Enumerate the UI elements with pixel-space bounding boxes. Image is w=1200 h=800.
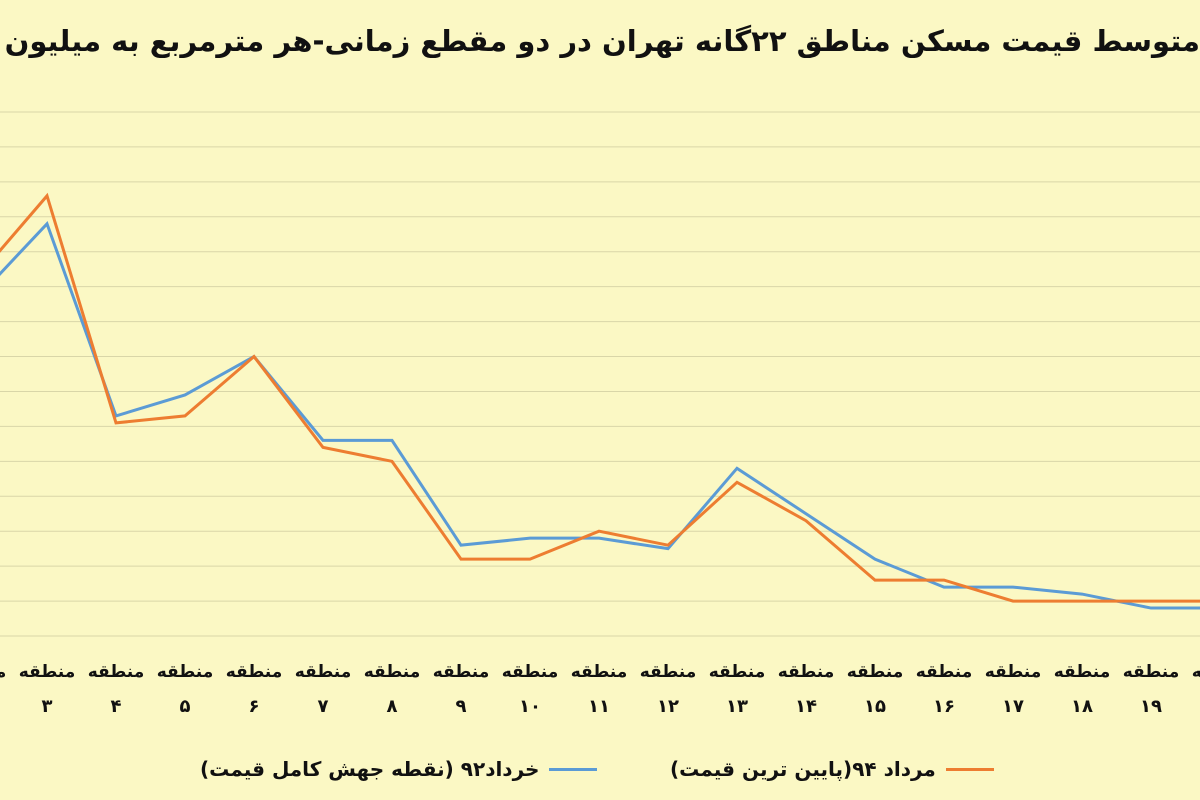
x-tick-prefix: منطقه xyxy=(295,662,352,682)
legend-label-series-2: مرداد ۹۴(پایین ترین قیمت) xyxy=(670,757,936,781)
x-tick-prefix: منطقه xyxy=(226,662,283,682)
x-tick-prefix: منطقه xyxy=(0,662,6,682)
chart-title: متوسط قیمت مسکن مناطق ۲۲گانه تهران در دو… xyxy=(0,24,1200,58)
x-tick-prefix: منطقه xyxy=(847,662,904,682)
x-tick-number: ۹ xyxy=(456,696,467,717)
x-tick-number: ۴ xyxy=(111,696,122,717)
x-tick-label: منطقه ۱۴ xyxy=(778,662,835,717)
x-tick-label: منطقه ۳ xyxy=(19,662,76,717)
x-tick-number: ۱۷ xyxy=(1002,696,1024,717)
x-tick-label: منطقه ۱۲ xyxy=(640,662,697,717)
series-line-2 xyxy=(0,192,1200,603)
x-tick-number: ۱۹ xyxy=(1140,696,1162,717)
x-tick-number: ۱۴ xyxy=(795,696,817,717)
x-tick-label: منطقه ۱۹ xyxy=(1123,662,1180,717)
x-tick-label: منطقه ۹ xyxy=(433,662,490,717)
x-tick-prefix: منطقه xyxy=(571,662,628,682)
x-tick-prefix: منطقه xyxy=(1054,662,1111,682)
x-tick-number: ۱۲ xyxy=(657,696,679,717)
x-tick-label: منطقه ۱۰ xyxy=(502,662,559,717)
x-tick-number: ۱۸ xyxy=(1071,696,1093,717)
x-tick-prefix: منطقه xyxy=(433,662,490,682)
x-tick-prefix: منطقه xyxy=(1192,662,1200,682)
x-tick-prefix: منطقه xyxy=(709,662,766,682)
x-tick-label: منطقه ۱۷ xyxy=(985,662,1042,717)
x-tick-number: ۷ xyxy=(318,696,329,717)
x-tick-prefix: منطقه xyxy=(157,662,214,682)
legend-swatch-series-1 xyxy=(549,767,598,771)
x-tick-number: ۱۰ xyxy=(519,696,541,717)
x-tick-label: منطقه ۷ xyxy=(295,662,352,717)
gridlines xyxy=(0,111,1200,637)
x-tick-prefix: منطقه xyxy=(364,662,421,682)
x-tick-number: ۱۵ xyxy=(864,696,886,717)
x-tick-label: منطقه ۶ xyxy=(226,662,283,717)
x-tick-number: ۱۱ xyxy=(588,696,610,717)
x-tick-label: منطقه ۱۵ xyxy=(847,662,904,717)
x-tick-prefix: منطقه xyxy=(985,662,1042,682)
x-tick-number: ۵ xyxy=(180,696,191,717)
x-tick-prefix: منطقه xyxy=(916,662,973,682)
x-tick-number: ۶ xyxy=(249,696,260,717)
x-tick-label: منطقه۲ xyxy=(0,662,6,682)
x-tick-prefix: منطقه xyxy=(778,662,835,682)
x-tick-label: منطقه ۵ xyxy=(157,662,214,717)
series-line-1 xyxy=(0,220,1200,610)
x-tick-prefix: منطقه xyxy=(19,662,76,682)
legend-item-series-1: خرداد۹۲ (نقطه جهش کامل قیمت) xyxy=(200,752,598,786)
x-tick-number: ۱۳ xyxy=(726,696,748,717)
x-tick-label: منطقه ۱۶ xyxy=(916,662,973,717)
x-axis-tick-labels: منطقه۲منطقه۳منطقه۴منطقه۵منطقه۶منطقه۷منطق… xyxy=(0,662,1200,717)
x-tick-prefix: منطقه xyxy=(502,662,559,682)
x-tick-number: ۳ xyxy=(42,696,53,717)
x-tick-label: منطقه ۱۸ xyxy=(1054,662,1111,717)
x-tick-number: ۸ xyxy=(387,696,398,717)
x-tick-number: ۱۶ xyxy=(933,696,955,717)
legend-swatch-series-2 xyxy=(945,767,994,771)
x-tick-prefix: منطقه xyxy=(640,662,697,682)
x-tick-label: منطقه۲۰ xyxy=(1192,662,1200,682)
x-tick-prefix: منطقه xyxy=(1123,662,1180,682)
legend-item-series-2: مرداد ۹۴(پایین ترین قیمت) xyxy=(670,752,994,786)
x-tick-label: منطقه ۱۱ xyxy=(571,662,628,717)
x-tick-label: منطقه ۴ xyxy=(88,662,145,717)
x-tick-label: منطقه ۸ xyxy=(364,662,421,717)
series-lines xyxy=(0,192,1200,610)
x-tick-prefix: منطقه xyxy=(88,662,145,682)
x-tick-label: منطقه ۱۳ xyxy=(709,662,766,717)
legend-label-series-1: خرداد۹۲ (نقطه جهش کامل قیمت) xyxy=(200,757,540,781)
